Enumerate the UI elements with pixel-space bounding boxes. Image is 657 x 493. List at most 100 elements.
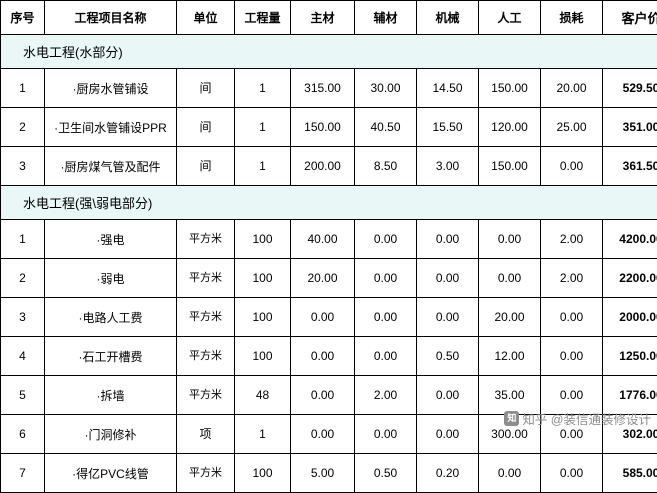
cell-quantity: 100 [235, 337, 291, 376]
table-row[interactable]: 3 ·厨房煤气管及配件 间 1 200.00 8.50 3.00 150.00 … [1, 147, 657, 186]
cell-main-material: 0.00 [291, 298, 355, 337]
cell-loss: 20.00 [541, 69, 603, 108]
cell-item-name: ·拆墙 [45, 376, 177, 415]
cell-machine: 0.00 [417, 298, 479, 337]
table-row[interactable]: 2 ·弱电 平方米 100 20.00 0.00 0.00 0.00 2.00 … [1, 259, 657, 298]
watermark-text: 知乎 @装信通装修设计 [522, 409, 651, 428]
cell-quantity: 100 [235, 454, 291, 493]
cell-machine: 3.00 [417, 147, 479, 186]
cell-loss: 0.00 [541, 337, 603, 376]
cell-item-name: ·强电 [45, 220, 177, 259]
section-title: 水电工程(强\弱电部分) [1, 186, 657, 220]
header-cell-loss: 损耗 [541, 1, 603, 35]
cell-index: 5 [1, 376, 45, 415]
cell-machine: 0.00 [417, 220, 479, 259]
cell-unit: 平方米 [177, 454, 235, 493]
cell-machine: 0.00 [417, 415, 479, 454]
cell-quantity: 100 [235, 259, 291, 298]
cell-customer-price: 2200.00 [603, 259, 657, 298]
cell-main-material: 0.00 [291, 415, 355, 454]
cell-customer-price: 2000.00 [603, 298, 657, 337]
cell-quantity: 100 [235, 220, 291, 259]
cell-item-name: ·弱电 [45, 259, 177, 298]
header-cell-customer-price: 客户价 [603, 1, 657, 35]
section-title: 水电工程(水部分) [1, 35, 657, 69]
cell-index: 4 [1, 337, 45, 376]
cell-item-name: ·门洞修补 [45, 415, 177, 454]
header-cell-aux-material: 辅材 [355, 1, 417, 35]
table-row[interactable]: 1 ·强电 平方米 100 40.00 0.00 0.00 0.00 2.00 … [1, 220, 657, 259]
cell-labor: 20.00 [479, 298, 541, 337]
cell-main-material: 0.00 [291, 337, 355, 376]
cell-main-material: 5.00 [291, 454, 355, 493]
cell-loss: 25.00 [541, 108, 603, 147]
table-row[interactable]: 3 ·电路人工费 平方米 100 0.00 0.00 0.00 20.00 0.… [1, 298, 657, 337]
cell-main-material: 20.00 [291, 259, 355, 298]
cell-index: 2 [1, 108, 45, 147]
cell-quantity: 1 [235, 415, 291, 454]
cell-unit: 平方米 [177, 220, 235, 259]
cell-aux-material: 40.50 [355, 108, 417, 147]
header-cell-labor: 人工 [479, 1, 541, 35]
cell-quantity: 1 [235, 147, 291, 186]
cell-labor: 0.00 [479, 454, 541, 493]
cell-main-material: 150.00 [291, 108, 355, 147]
cell-item-name: ·厨房水管铺设 [45, 69, 177, 108]
cell-labor: 150.00 [479, 147, 541, 186]
cell-unit: 平方米 [177, 259, 235, 298]
cell-aux-material: 0.00 [355, 298, 417, 337]
cell-labor: 0.00 [479, 259, 541, 298]
header-cell-name: 工程项目名称 [45, 1, 177, 35]
table-row[interactable]: 2 ·卫生间水管铺设PPR 间 1 150.00 40.50 15.50 120… [1, 108, 657, 147]
cell-aux-material: 0.00 [355, 337, 417, 376]
cell-index: 7 [1, 454, 45, 493]
cell-labor: 120.00 [479, 108, 541, 147]
cell-item-name: ·卫生间水管铺设PPR [45, 108, 177, 147]
cell-item-name: ·得亿PVC线管 [45, 454, 177, 493]
cell-unit: 平方米 [177, 337, 235, 376]
cell-quantity: 100 [235, 298, 291, 337]
cell-main-material: 0.00 [291, 376, 355, 415]
section-row: 水电工程(强\弱电部分) [1, 186, 657, 220]
spreadsheet-canvas: 序号 工程项目名称 单位 工程量 主材 辅材 机械 人工 损耗 客户价 水电工程… [0, 0, 657, 430]
cell-labor: 0.00 [479, 220, 541, 259]
cell-main-material: 315.00 [291, 69, 355, 108]
cell-index: 1 [1, 220, 45, 259]
header-row: 序号 工程项目名称 单位 工程量 主材 辅材 机械 人工 损耗 客户价 [1, 1, 657, 35]
header-cell-main-material: 主材 [291, 1, 355, 35]
table-row[interactable]: 1 ·厨房水管铺设 间 1 315.00 30.00 14.50 150.00 … [1, 69, 657, 108]
cell-machine: 0.50 [417, 337, 479, 376]
cell-item-name: ·厨房煤气管及配件 [45, 147, 177, 186]
cell-unit: 间 [177, 69, 235, 108]
cell-main-material: 40.00 [291, 220, 355, 259]
cell-item-name: ·电路人工费 [45, 298, 177, 337]
cell-labor: 150.00 [479, 69, 541, 108]
cell-machine: 0.20 [417, 454, 479, 493]
watermark: 知 知乎 @装信通装修设计 [504, 409, 651, 428]
cell-index: 3 [1, 147, 45, 186]
cell-unit: 项 [177, 415, 235, 454]
header-cell-quantity: 工程量 [235, 1, 291, 35]
cell-loss: 2.00 [541, 259, 603, 298]
header-cell-index: 序号 [1, 1, 45, 35]
cell-customer-price: 1250.00 [603, 337, 657, 376]
cell-machine: 0.00 [417, 259, 479, 298]
table-row[interactable]: 7 ·得亿PVC线管 平方米 100 5.00 0.50 0.20 0.00 0… [1, 454, 657, 493]
cell-aux-material: 0.50 [355, 454, 417, 493]
header-cell-unit: 单位 [177, 1, 235, 35]
cell-index: 2 [1, 259, 45, 298]
table-header: 序号 工程项目名称 单位 工程量 主材 辅材 机械 人工 损耗 客户价 [1, 1, 657, 35]
cell-aux-material: 30.00 [355, 69, 417, 108]
cell-aux-material: 0.00 [355, 415, 417, 454]
cell-unit: 平方米 [177, 376, 235, 415]
cell-unit: 间 [177, 108, 235, 147]
cell-loss: 0.00 [541, 147, 603, 186]
table-row[interactable]: 4 ·石工开槽费 平方米 100 0.00 0.00 0.50 12.00 0.… [1, 337, 657, 376]
cell-machine: 0.00 [417, 376, 479, 415]
cell-aux-material: 2.00 [355, 376, 417, 415]
cell-labor: 12.00 [479, 337, 541, 376]
cell-index: 1 [1, 69, 45, 108]
cell-customer-price: 351.00 [603, 108, 657, 147]
cell-main-material: 200.00 [291, 147, 355, 186]
cell-item-name: ·石工开槽费 [45, 337, 177, 376]
